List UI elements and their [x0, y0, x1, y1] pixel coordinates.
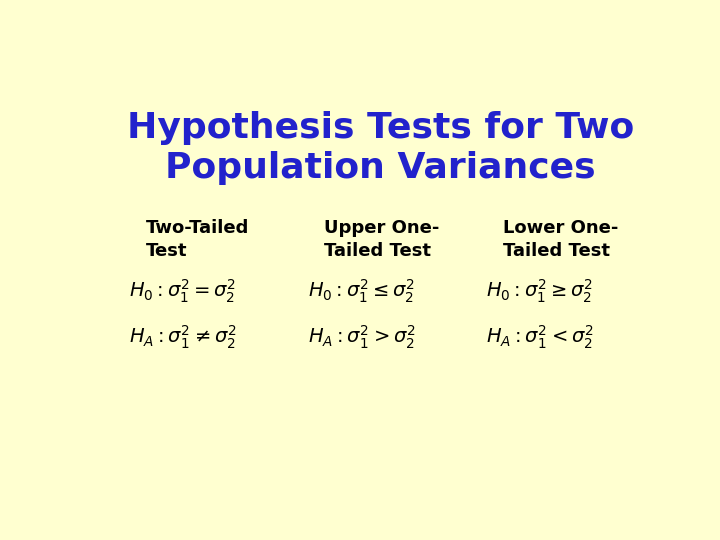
Text: $H_A :\sigma_1^2 \neq \sigma_2^2$: $H_A :\sigma_1^2 \neq \sigma_2^2$ — [129, 323, 237, 351]
Text: $H_0 :\sigma_1^2 \geq \sigma_2^2$: $H_0 :\sigma_1^2 \geq \sigma_2^2$ — [486, 278, 593, 305]
Text: $H_0 :\sigma_1^2 \leq \sigma_2^2$: $H_0 :\sigma_1^2 \leq \sigma_2^2$ — [307, 278, 415, 305]
Text: Lower One-
Tailed Test: Lower One- Tailed Test — [503, 219, 618, 260]
Text: $H_A :\sigma_1^2 > \sigma_2^2$: $H_A :\sigma_1^2 > \sigma_2^2$ — [307, 323, 415, 351]
Text: Two-Tailed
Test: Two-Tailed Test — [145, 219, 249, 260]
Text: Hypothesis Tests for Two
Population Variances: Hypothesis Tests for Two Population Vari… — [127, 111, 634, 185]
Text: Upper One-
Tailed Test: Upper One- Tailed Test — [324, 219, 440, 260]
Text: $H_A :\sigma_1^2 < \sigma_2^2$: $H_A :\sigma_1^2 < \sigma_2^2$ — [486, 323, 594, 351]
Text: $H_0 :\sigma_1^2 = \sigma_2^2$: $H_0 :\sigma_1^2 = \sigma_2^2$ — [129, 278, 236, 305]
